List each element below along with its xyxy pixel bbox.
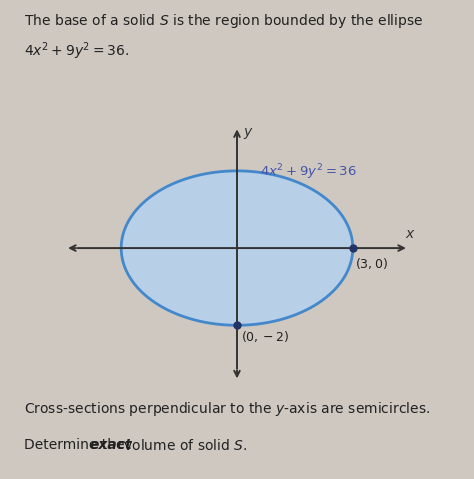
- Text: volume of solid $S$.: volume of solid $S$.: [119, 438, 248, 453]
- Text: $x$: $x$: [405, 227, 415, 241]
- Polygon shape: [121, 171, 353, 325]
- Text: $y$: $y$: [243, 126, 254, 141]
- Text: Cross-sections perpendicular to the $y$-axis are semicircles.: Cross-sections perpendicular to the $y$-…: [24, 400, 430, 418]
- Text: $4x^2 + 9y^2 = 36$.: $4x^2 + 9y^2 = 36$.: [24, 41, 129, 62]
- Text: $(0, -2)$: $(0, -2)$: [241, 329, 289, 344]
- Text: The base of a solid $S$ is the region bounded by the ellipse: The base of a solid $S$ is the region bo…: [24, 12, 423, 30]
- Text: $4x^2 + 9y^2 = 36$: $4x^2 + 9y^2 = 36$: [260, 163, 357, 182]
- Text: exact: exact: [90, 438, 132, 452]
- Text: $(3, 0)$: $(3, 0)$: [355, 256, 388, 271]
- Text: Determine the: Determine the: [24, 438, 128, 452]
